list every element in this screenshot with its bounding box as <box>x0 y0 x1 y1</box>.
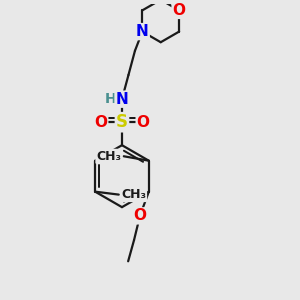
Text: S: S <box>116 113 128 131</box>
Text: CH₃: CH₃ <box>96 150 122 163</box>
Text: N: N <box>116 92 128 107</box>
Text: O: O <box>94 115 107 130</box>
Text: H: H <box>105 92 117 106</box>
Text: O: O <box>134 208 146 224</box>
Text: O: O <box>172 3 186 18</box>
Text: CH₃: CH₃ <box>121 188 146 201</box>
Text: N: N <box>136 24 149 39</box>
Text: O: O <box>137 115 150 130</box>
